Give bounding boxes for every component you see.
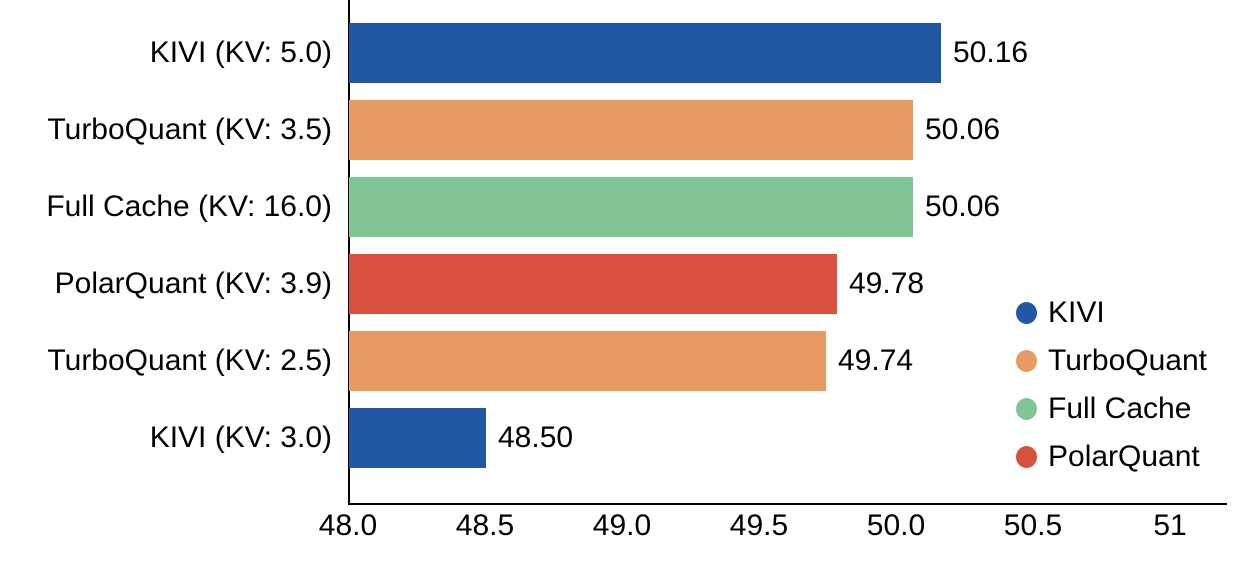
bar-value-label: 49.74	[838, 344, 914, 377]
x-tick-label: 51	[1153, 509, 1187, 542]
x-axis-spine	[348, 503, 1227, 505]
bar-value-label: 50.06	[925, 190, 1001, 223]
y-axis-spine	[348, 0, 350, 505]
legend-marker-icon	[1016, 398, 1037, 420]
legend-label: PolarQuant	[1048, 440, 1200, 473]
x-tick-label: 48.0	[318, 509, 378, 542]
x-tick-label: 50.0	[866, 509, 926, 542]
bar-value-label: 48.50	[498, 421, 574, 454]
bar-value-label: 50.16	[953, 36, 1029, 69]
legend-marker-icon	[1016, 350, 1037, 372]
bar-kivi	[349, 23, 941, 83]
legend: KIVI TurboQuant Full Cache PolarQuant	[1016, 289, 1207, 481]
bar-value-label: 49.78	[849, 267, 925, 300]
legend-marker-icon	[1016, 302, 1037, 324]
bar-polarquant	[349, 254, 837, 314]
y-axis-label: TurboQuant (KV: 3.5)	[47, 113, 332, 146]
legend-label: KIVI	[1048, 296, 1105, 329]
legend-marker-icon	[1016, 446, 1037, 468]
legend-item-polarquant: PolarQuant	[1016, 433, 1207, 481]
y-axis-label: KIVI (KV: 5.0)	[149, 36, 332, 69]
y-axis-label: Full Cache (KV: 16.0)	[46, 190, 332, 223]
bar-turboquant	[349, 100, 913, 160]
legend-item-turboquant: TurboQuant	[1016, 337, 1207, 385]
bar-full-cache	[349, 177, 913, 237]
bar-value-label: 50.06	[925, 113, 1001, 146]
x-tick-label: 50.5	[1003, 509, 1063, 542]
y-axis-label: TurboQuant (KV: 2.5)	[47, 344, 332, 377]
legend-item-full-cache: Full Cache	[1016, 385, 1207, 433]
x-tick-label: 48.5	[455, 509, 515, 542]
x-tick-label: 49.0	[592, 509, 652, 542]
legend-label: Full Cache	[1048, 392, 1192, 425]
y-axis-label: KIVI (KV: 3.0)	[149, 421, 332, 454]
legend-label: TurboQuant	[1048, 344, 1207, 377]
bar-turboquant	[349, 331, 826, 391]
x-tick-label: 49.5	[729, 509, 789, 542]
bar-kivi	[349, 408, 486, 468]
legend-item-kivi: KIVI	[1016, 289, 1207, 337]
y-axis-label: PolarQuant (KV: 3.9)	[54, 267, 332, 300]
